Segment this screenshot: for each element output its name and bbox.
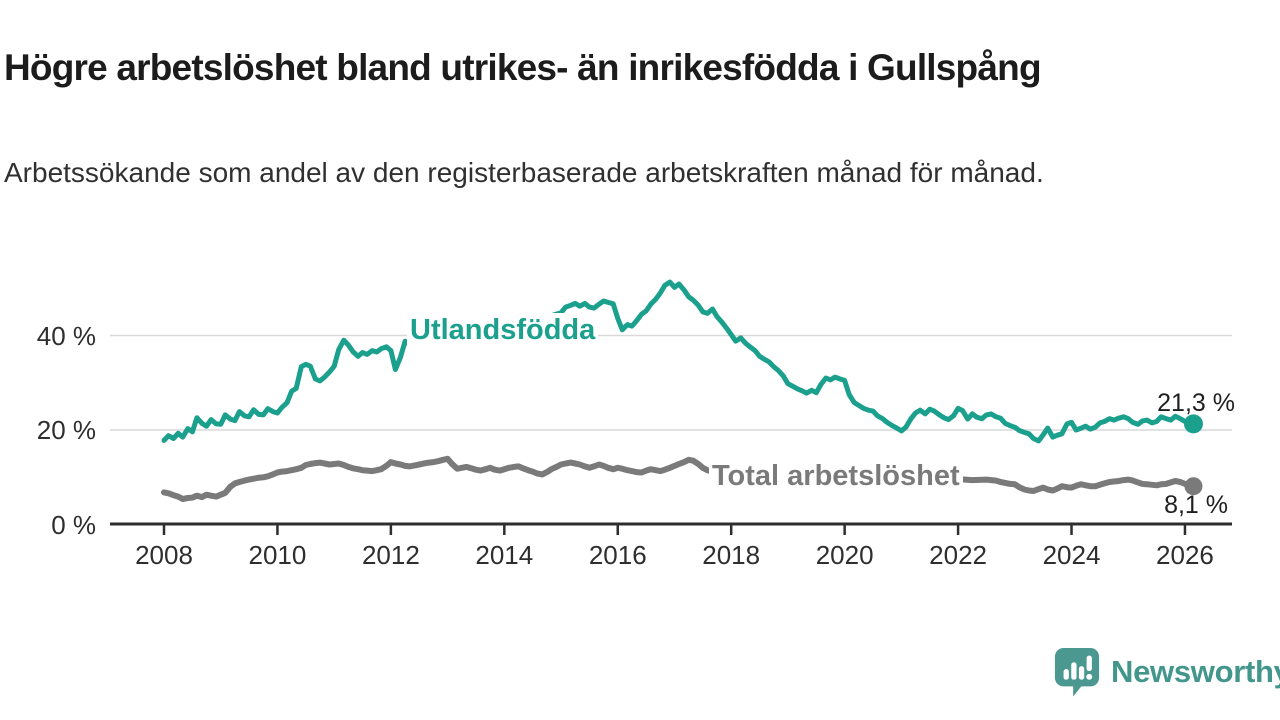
- y-tick-label-20: 20 %: [36, 415, 96, 445]
- exclamation-dot: [1086, 673, 1093, 680]
- end-dot-utlandsf-dda: [1183, 414, 1203, 434]
- newsworthy-logo: Newsworthy: [1053, 646, 1280, 698]
- brand-name: Newsworthy: [1111, 654, 1280, 689]
- series-line-total-arbetsl-shet: [161, 455, 1197, 502]
- newsworthy-bubble-chart-icon: [1054, 648, 1100, 697]
- x-tick-label-2020: 2020: [815, 540, 874, 570]
- page-title: Högre arbetslöshet bland utrikes- än inr…: [4, 46, 1042, 88]
- x-tick-label-2014: 2014: [475, 540, 534, 570]
- bar-tall: [1071, 662, 1077, 680]
- exclamation-bar: [1086, 655, 1092, 672]
- series-label-utlandsfodda: Utlandsfödda: [407, 313, 599, 347]
- x-tick-label-2012: 2012: [361, 540, 420, 570]
- page-subtitle: Arbetssökande som andel av den registerb…: [4, 157, 1044, 188]
- x-tick-label-2022: 2022: [929, 540, 987, 570]
- x-tick-label-2018: 2018: [702, 540, 761, 570]
- end-dot-total-arbetsl-shet: [1184, 477, 1203, 496]
- series-label-total-arbetsloshet: Total arbetslöshet: [709, 459, 963, 493]
- end-value-label-total: 8,1 %: [1164, 491, 1228, 519]
- x-tick-label-2008: 2008: [135, 540, 193, 570]
- speech-bubble-shape: [1054, 648, 1100, 697]
- bar-small: [1063, 669, 1069, 680]
- x-tick-label-2016: 2016: [588, 540, 647, 570]
- end-value-label-utlandsfodda: 21,3 %: [1157, 389, 1235, 417]
- x-tick-label-2024: 2024: [1042, 540, 1101, 570]
- y-tick-label-0: 0 %: [51, 509, 96, 540]
- bar-medium: [1078, 666, 1085, 680]
- series-line-utlandsf-dda: [161, 279, 1196, 444]
- x-tick-label-2026: 2026: [1156, 540, 1214, 570]
- x-tick-label-2010: 2010: [248, 540, 307, 570]
- y-tick-label-40: 40 %: [36, 320, 96, 351]
